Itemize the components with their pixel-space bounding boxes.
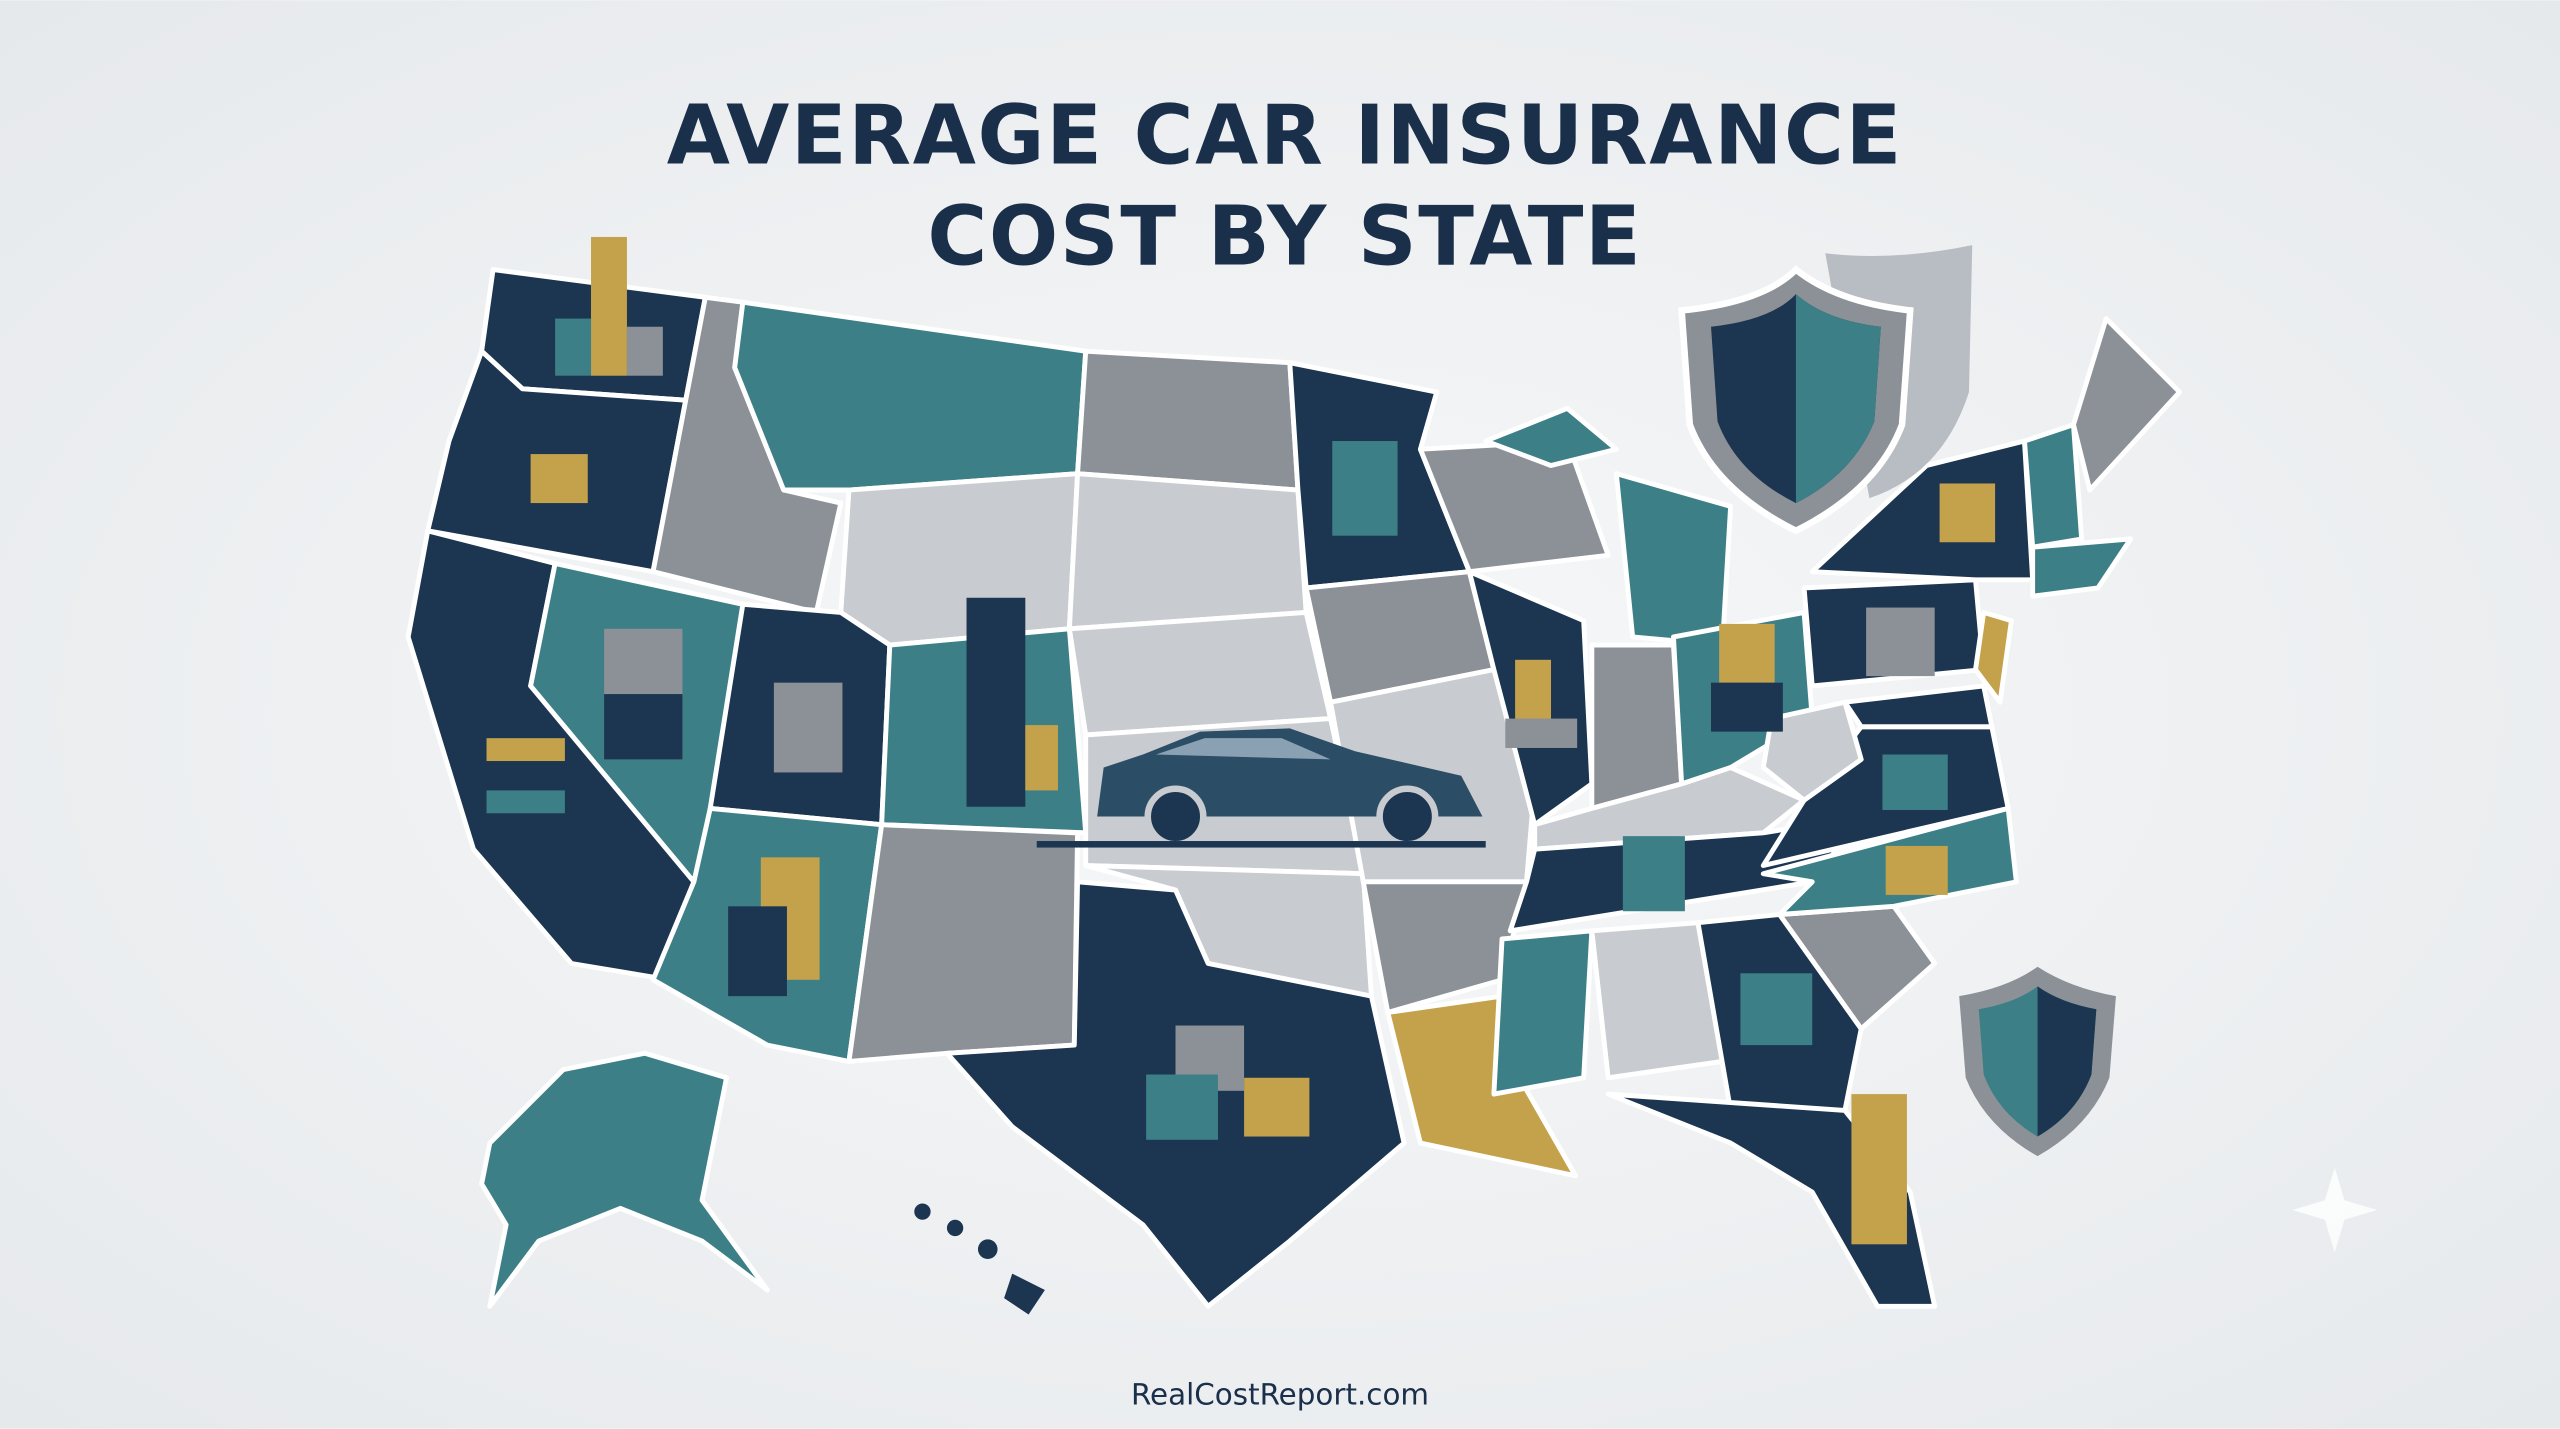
footer-source: RealCostReport.com	[1131, 1377, 1429, 1411]
title-line-2: COST BY STATE	[927, 190, 1642, 285]
decorations	[486, 236, 2378, 1253]
us-map	[405, 267, 2183, 1315]
title-line-1: AVERAGE CAR INSURANCE	[667, 88, 1903, 183]
